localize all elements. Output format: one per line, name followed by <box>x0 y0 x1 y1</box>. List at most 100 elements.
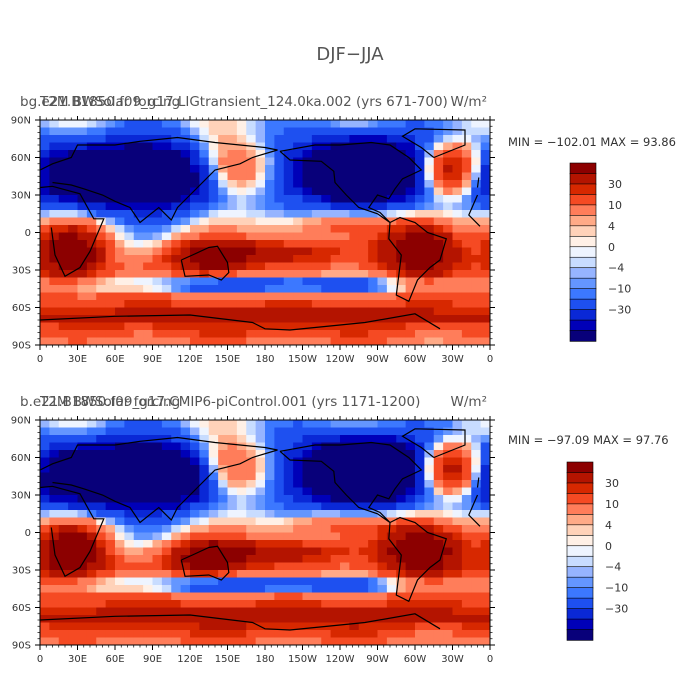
heatmap-cell <box>218 135 229 144</box>
heatmap-cell <box>68 180 79 189</box>
heatmap-cell <box>171 307 182 316</box>
heatmap-cell <box>283 187 294 196</box>
heatmap-cell <box>377 442 388 451</box>
heatmap-cell <box>255 502 266 511</box>
heatmap-cell <box>443 285 454 294</box>
heatmap-cell <box>40 187 50 196</box>
heatmap-cell <box>452 300 463 309</box>
heatmap-cell <box>283 202 294 211</box>
heatmap-cell <box>368 630 379 639</box>
heatmap-cell <box>124 465 135 474</box>
heatmap-cell <box>143 472 154 481</box>
heatmap-cell <box>377 300 388 309</box>
heatmap-cell <box>124 600 135 609</box>
heatmap-cell <box>58 502 69 511</box>
heatmap-cell <box>471 127 482 136</box>
heatmap-cell <box>349 210 360 219</box>
heatmap-cell <box>377 322 388 331</box>
heatmap-cell <box>180 450 191 459</box>
heatmap-cell <box>340 600 350 609</box>
heatmap-cell <box>433 285 444 294</box>
heatmap-cell <box>349 277 360 286</box>
heatmap-cell <box>49 465 60 474</box>
heatmap-cell <box>302 525 313 534</box>
heatmap-cell <box>321 337 332 345</box>
heatmap-cell <box>471 487 482 496</box>
heatmap-cell <box>124 472 135 481</box>
heatmap-cell <box>49 517 60 526</box>
heatmap-cell <box>171 277 182 286</box>
heatmap-cell <box>227 450 238 459</box>
heatmap-cell <box>340 517 350 526</box>
panel-top-title-left: bg.e21.B1850.f09_g17.LIGtransient_124.0k… <box>20 94 448 110</box>
heatmap-cell <box>161 150 172 159</box>
heatmap-cell <box>274 577 285 586</box>
heatmap-cell <box>190 435 200 444</box>
heatmap-cell <box>461 292 472 301</box>
heatmap-cell <box>105 637 116 645</box>
heatmap-cell <box>49 630 60 639</box>
heatmap-cell <box>321 307 332 316</box>
panel-bottom: b.e21.B1850.f09_g17.CMIP6-piControl.001 … <box>11 394 669 665</box>
heatmap-cell <box>340 202 350 211</box>
heatmap-cell <box>330 435 341 444</box>
heatmap-cell <box>480 577 490 586</box>
heatmap-cell <box>283 547 294 556</box>
heatmap-cell <box>124 457 135 466</box>
heatmap-cell <box>180 622 191 631</box>
heatmap-cells <box>40 120 490 345</box>
heatmap-cell <box>265 532 275 541</box>
heatmap-cell <box>124 180 135 189</box>
heatmap-cell <box>424 225 435 234</box>
heatmap-cell <box>115 240 125 249</box>
heatmap-cell <box>161 330 172 339</box>
heatmap-cell <box>236 420 247 429</box>
heatmap-cell <box>274 487 285 496</box>
heatmap-cell <box>461 210 472 219</box>
heatmap-cell <box>330 577 341 586</box>
heatmap-cell <box>190 240 200 249</box>
heatmap-cell <box>321 217 332 226</box>
heatmap-cell <box>368 450 379 459</box>
heatmap-cell <box>40 180 50 189</box>
heatmap-cell <box>199 187 210 196</box>
heatmap-cell <box>246 292 257 301</box>
heatmap-cell <box>133 487 144 496</box>
heatmap-cell <box>340 255 350 264</box>
heatmap-cell <box>358 600 369 609</box>
heatmap-cell <box>68 517 79 526</box>
heatmap-cell <box>368 570 379 579</box>
heatmap-cell <box>386 532 397 541</box>
heatmap-cell <box>96 150 107 159</box>
heatmap-cell <box>377 240 388 249</box>
heatmap-cell <box>218 585 229 594</box>
heatmap-cell <box>96 195 107 204</box>
heatmap-cell <box>471 637 482 645</box>
heatmap-cell <box>77 135 88 144</box>
heatmap-cell <box>330 465 341 474</box>
heatmap-cell <box>199 607 210 616</box>
heatmap-cell <box>283 510 294 519</box>
heatmap-cell <box>471 615 482 624</box>
heatmap-cell <box>171 450 182 459</box>
heatmap-cell <box>86 435 97 444</box>
colorbar-label: 10 <box>608 199 622 212</box>
heatmap-cell <box>274 450 285 459</box>
heatmap-cell <box>415 157 425 166</box>
heatmap-cell <box>265 270 275 279</box>
heatmap-cell <box>171 480 182 489</box>
heatmap-cell <box>49 157 60 166</box>
heatmap-cell <box>171 135 182 144</box>
heatmap-cell <box>124 487 135 496</box>
heatmap-cell <box>283 540 294 549</box>
heatmap-cell <box>115 172 125 181</box>
panel-bottom-map <box>40 420 490 645</box>
heatmap-cell <box>115 525 125 534</box>
heatmap-cell <box>236 622 247 631</box>
heatmap-cell <box>96 300 107 309</box>
heatmap-cell <box>302 292 313 301</box>
heatmap-cell <box>77 525 88 534</box>
heatmap-cell <box>40 472 50 481</box>
heatmap-cell <box>218 247 229 256</box>
heatmap-cell <box>40 255 50 264</box>
